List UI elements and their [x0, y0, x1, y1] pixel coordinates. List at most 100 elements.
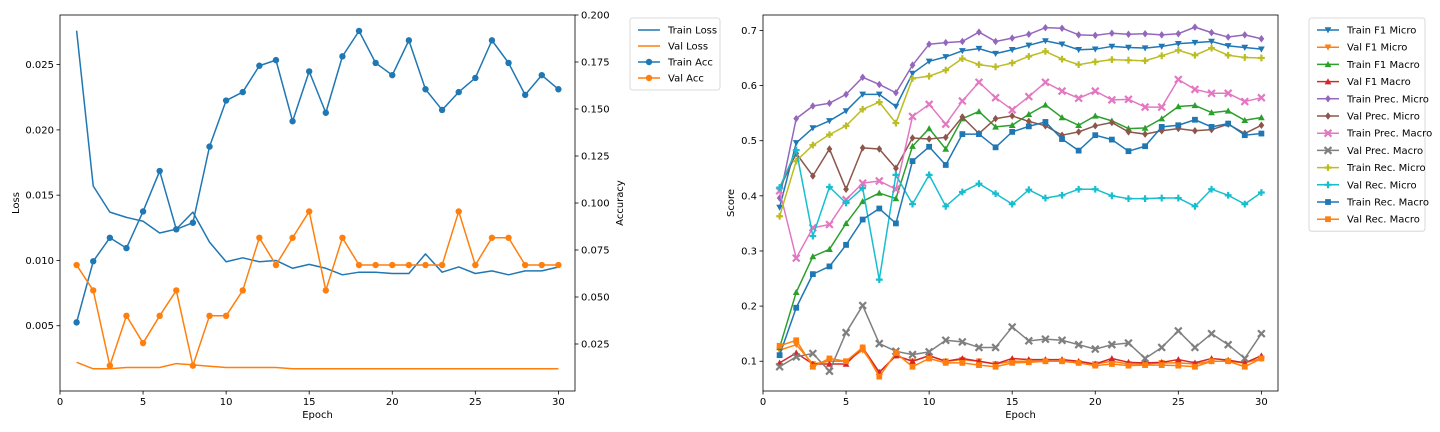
data-point	[1075, 47, 1083, 54]
series-line	[778, 149, 1262, 281]
data-point	[422, 86, 429, 93]
data-point	[1041, 334, 1050, 344]
data-point	[538, 261, 545, 269]
data-point	[875, 98, 883, 106]
data-point	[842, 219, 850, 227]
x-tick-label: 25	[469, 397, 482, 408]
legend-item-val-loss: Val Loss	[638, 42, 708, 53]
data-point	[455, 88, 462, 96]
data-point	[1224, 51, 1232, 59]
data-point	[992, 63, 999, 71]
data-point	[991, 343, 1000, 352]
x-tick-label: 20	[386, 397, 399, 408]
data-point	[222, 97, 230, 104]
data-point	[472, 74, 479, 82]
data-point	[1108, 43, 1116, 50]
data-point	[1192, 23, 1198, 31]
data-point	[1075, 128, 1082, 136]
legend-marker	[1324, 61, 1332, 68]
data-point	[942, 202, 950, 210]
data-point	[372, 261, 379, 269]
data-point	[826, 145, 833, 153]
data-point	[1075, 121, 1083, 128]
data-point	[909, 142, 916, 149]
data-point	[1074, 94, 1083, 103]
data-point	[859, 91, 867, 98]
data-point	[1058, 55, 1066, 63]
data-point	[808, 349, 818, 358]
data-point	[975, 180, 983, 188]
data-point	[809, 271, 816, 278]
data-point	[1125, 30, 1132, 39]
legend-marker	[1325, 216, 1331, 223]
data-point	[1008, 105, 1017, 115]
data-point	[1174, 40, 1182, 48]
data-point	[1258, 121, 1265, 130]
x-tick-label: 10	[220, 397, 233, 408]
data-point	[1174, 103, 1182, 110]
legend-item-val-prec-micro: Val Prec. Micro	[1317, 112, 1420, 123]
series-train-prec-macro	[775, 75, 1266, 263]
series-line	[779, 346, 1262, 374]
legend-label: Val F1 Micro	[1347, 43, 1407, 54]
score-chart: 0 5 10 15 20 25 30 0.1 0.2 0.3 0.4 0.5 0.6 0.7 Epoch Sc…	[726, 14, 1432, 421]
data-point	[1141, 45, 1149, 52]
data-point	[1192, 363, 1198, 370]
legend-label: Val Rec. Macro	[1347, 215, 1420, 226]
data-point	[793, 114, 800, 123]
data-point	[1042, 38, 1049, 45]
data-point	[775, 362, 784, 371]
data-point	[1042, 119, 1049, 125]
data-point	[1074, 340, 1083, 349]
data-point	[1108, 56, 1116, 64]
data-point	[1059, 136, 1065, 142]
data-point	[859, 216, 866, 223]
series-val-loss	[76, 361, 559, 370]
series-train-f1-macro	[776, 101, 1265, 351]
legend-marker	[1325, 95, 1331, 103]
data-point	[73, 319, 80, 326]
data-point	[538, 71, 545, 79]
data-point	[776, 204, 784, 211]
data-point	[1158, 43, 1166, 50]
data-point	[1207, 89, 1216, 98]
data-point	[1092, 31, 1099, 40]
y-tick-label: 0.025	[25, 60, 54, 71]
x-axis-label: Epoch	[1005, 410, 1036, 421]
data-point	[843, 185, 849, 193]
series-train-rec-micro	[776, 44, 1265, 220]
data-point	[958, 188, 966, 196]
data-point	[1141, 124, 1149, 131]
data-point	[1158, 124, 1165, 130]
data-point	[505, 59, 512, 67]
data-point	[1025, 186, 1033, 194]
y-tick-label: 0.020	[25, 125, 54, 136]
data-point	[123, 244, 130, 252]
series-line	[76, 361, 559, 370]
data-point	[1257, 114, 1265, 121]
x-tick-label: 0	[760, 397, 766, 408]
data-point	[1009, 128, 1016, 135]
data-point	[239, 287, 246, 294]
y2-tick-label: 0.025	[581, 340, 610, 351]
data-point	[893, 350, 899, 356]
y2-tick-label: 0.125	[581, 152, 610, 163]
data-point	[1192, 127, 1198, 135]
data-point	[925, 171, 933, 179]
data-point	[1158, 31, 1165, 39]
data-point	[1124, 338, 1133, 348]
data-point	[875, 91, 883, 98]
data-point	[1208, 124, 1215, 130]
data-point	[892, 119, 900, 127]
data-point	[843, 90, 849, 99]
data-point	[389, 261, 396, 269]
legend-label: Train Prec. Macro	[1346, 129, 1432, 140]
y-tick-label: 0.005	[25, 321, 54, 332]
data-point	[892, 171, 900, 179]
data-point	[1075, 31, 1082, 39]
data-point	[1241, 116, 1249, 124]
data-point	[1241, 363, 1248, 370]
data-point	[876, 205, 883, 212]
axes-frame	[762, 14, 1279, 392]
